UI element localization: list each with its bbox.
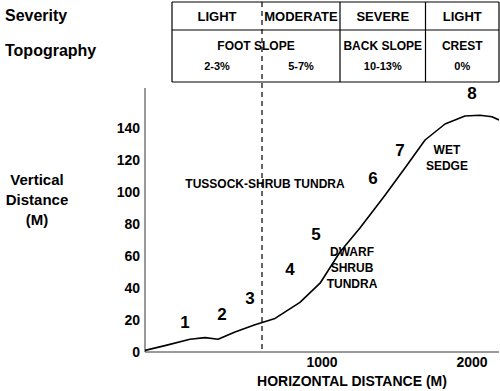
plot-area: [145, 115, 499, 350]
table-divider: [425, 30, 426, 82]
topography-label: BACK SLOPE: [343, 39, 422, 53]
table-border: [172, 29, 499, 30]
vegetation-label: WET: [434, 143, 461, 157]
y-tick-label: 0: [132, 344, 140, 360]
y-tick-label: 120: [117, 152, 141, 168]
severity-label: LIGHT: [443, 9, 482, 24]
table-divider: [339, 30, 340, 82]
topography-label: FOOT SLOPE: [217, 39, 294, 53]
vegetation-label: TUSSOCK-SHRUB TUNDRA: [185, 177, 345, 191]
y-tick-label: 20: [124, 312, 140, 328]
point-label: 4: [285, 260, 295, 279]
table-divider: [498, 2, 499, 30]
table-border: [172, 81, 499, 82]
chart: Severity Topography LIGHT MODERATE SEVERE LIG…: [0, 0, 500, 391]
y-axis-label-line: Distance: [6, 191, 69, 208]
table-divider: [425, 2, 426, 30]
table-divider: [339, 2, 340, 30]
point-label: 6: [368, 169, 377, 188]
y-tick-label: 40: [124, 280, 140, 296]
point-label: 2: [217, 305, 226, 324]
y-tick-label: 140: [117, 120, 141, 136]
y-tick-label: 60: [124, 248, 140, 264]
x-tick-label: 1000: [306, 354, 337, 370]
table-divider: [171, 2, 172, 30]
severity-label: SEVERE: [356, 9, 409, 24]
point-label: 7: [395, 141, 404, 160]
table-divider: [498, 30, 499, 82]
profile-line: [145, 115, 499, 350]
vegetation-label: DWARF: [330, 245, 374, 259]
grade-label: 10-13%: [364, 60, 402, 72]
point-label: 3: [245, 289, 254, 308]
vegetation-label: SHRUB: [331, 261, 374, 275]
y-tick-label: 80: [124, 216, 140, 232]
x-axis: [145, 352, 499, 353]
y-axis-label-line: Vertical: [10, 171, 63, 188]
vegetation-label: SEDGE: [426, 159, 468, 173]
point-label: 5: [311, 225, 320, 244]
grade-label: 0%: [454, 60, 470, 72]
point-label: 1: [180, 313, 189, 332]
row-label: Severity: [5, 7, 67, 24]
x-tick-label: 2000: [456, 354, 487, 370]
point-label: 8: [467, 84, 476, 103]
y-axis-label-line: (M): [26, 211, 49, 228]
table-divider: [171, 30, 172, 82]
vegetation-label: TUNDRA: [327, 277, 378, 291]
table-border: [172, 1, 499, 2]
y-axis-label: Vertical Distance (M): [6, 171, 69, 228]
y-axis: [145, 88, 146, 352]
grade-label: 5-7%: [288, 60, 314, 72]
severity-label: MODERATE: [264, 9, 338, 24]
topography-label: CREST: [442, 39, 483, 53]
severity-label: LIGHT: [198, 9, 237, 24]
grade-label: 2-3%: [204, 60, 230, 72]
x-axis-label: HORIZONTAL DISTANCE (M): [257, 373, 447, 389]
row-label: Topography: [5, 42, 96, 59]
y-tick-label: 100: [117, 184, 141, 200]
